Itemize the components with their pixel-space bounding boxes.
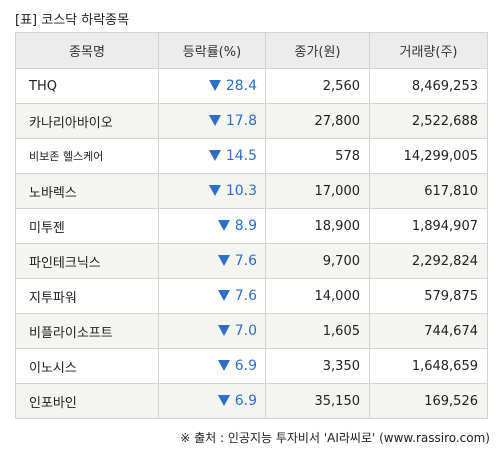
volume: 14,299,005 — [369, 138, 488, 174]
source-note: ※ 출처 : 인공지능 투자비서 'AI라씨로' (www.rassiro.co… — [180, 431, 490, 445]
volume: 1,894,907 — [369, 208, 488, 244]
volume: 8,469,253 — [369, 68, 488, 104]
down-triangle-icon — [217, 395, 230, 406]
change-rate-value: 28.4 — [225, 78, 257, 94]
table-row: THQ 28.4 2,560 8,469,253 — [15, 68, 488, 104]
down-triangle-icon — [208, 150, 221, 161]
table-row: 노바렉스 10.3 17,000 617,810 — [15, 173, 488, 209]
down-triangle-icon — [208, 185, 221, 196]
change-rate-value: 6.9 — [234, 358, 257, 374]
stock-name: 인포바인 — [15, 383, 159, 419]
header-stock-name: 종목명 — [15, 32, 159, 69]
change-rate-value: 7.0 — [234, 323, 257, 339]
down-triangle-icon — [217, 325, 230, 336]
table-title: [표] 코스닥 하락종목 — [15, 13, 130, 28]
change-rate: 14.5 — [158, 138, 266, 174]
change-rate: 7.0 — [158, 313, 266, 349]
change-rate-value: 14.5 — [225, 148, 257, 164]
table-row: 파인테크닉스 7.6 9,700 2,292,824 — [15, 243, 488, 279]
table-row: 이노시스 6.9 3,350 1,648,659 — [15, 348, 488, 384]
stock-name: 노바렉스 — [15, 173, 159, 209]
stock-name: THQ — [15, 68, 159, 104]
change-rate-value: 7.6 — [234, 253, 257, 269]
down-triangle-icon — [208, 115, 221, 126]
stock-name: 지투파워 — [15, 278, 159, 314]
volume: 617,810 — [369, 173, 488, 209]
table-row: 비보존 헬스케어 14.5 578 14,299,005 — [15, 138, 488, 174]
change-rate-value: 6.9 — [234, 393, 257, 409]
volume: 169,526 — [369, 383, 488, 419]
table-row: 비플라이소프트 7.0 1,605 744,674 — [15, 313, 488, 349]
table-row: 인포바인 6.9 35,150 169,526 — [15, 383, 488, 419]
stock-name: 파인테크닉스 — [15, 243, 159, 279]
close-price: 35,150 — [265, 383, 370, 419]
stock-name: 비플라이소프트 — [15, 313, 159, 349]
down-triangle-icon — [208, 80, 221, 91]
volume: 1,648,659 — [369, 348, 488, 384]
change-rate: 17.8 — [158, 103, 266, 139]
stock-name: 미투젠 — [15, 208, 159, 244]
table-row: 지투파워 7.6 14,000 579,875 — [15, 278, 488, 314]
header-volume: 거래량(주) — [369, 32, 488, 69]
change-rate-value: 8.9 — [234, 218, 257, 234]
header-row: 종목명 등락률(%) 종가(원) 거래량(주) — [15, 32, 488, 69]
change-rate: 7.6 — [158, 278, 266, 314]
volume: 2,522,688 — [369, 103, 488, 139]
close-price: 18,900 — [265, 208, 370, 244]
close-price: 27,800 — [265, 103, 370, 139]
down-triangle-icon — [217, 220, 230, 231]
change-rate: 7.6 — [158, 243, 266, 279]
close-price: 9,700 — [265, 243, 370, 279]
change-rate: 10.3 — [158, 173, 266, 209]
change-rate-value: 10.3 — [225, 183, 257, 199]
volume: 2,292,824 — [369, 243, 488, 279]
down-triangle-icon — [217, 290, 230, 301]
change-rate: 6.9 — [158, 383, 266, 419]
volume: 579,875 — [369, 278, 488, 314]
close-price: 14,000 — [265, 278, 370, 314]
close-price: 3,350 — [265, 348, 370, 384]
close-price: 17,000 — [265, 173, 370, 209]
header-change-rate: 등락률(%) — [158, 32, 266, 69]
change-rate: 28.4 — [158, 68, 266, 104]
falling-stocks-table: 종목명 등락률(%) 종가(원) 거래량(주) THQ 28.4 2,560 8… — [15, 32, 488, 419]
down-triangle-icon — [217, 360, 230, 371]
change-rate-value: 17.8 — [225, 113, 257, 129]
table-row: 카나리아바이오 17.8 27,800 2,522,688 — [15, 103, 488, 139]
down-triangle-icon — [217, 255, 230, 266]
header-close-price: 종가(원) — [265, 32, 370, 69]
change-rate-value: 7.6 — [234, 288, 257, 304]
volume: 744,674 — [369, 313, 488, 349]
change-rate: 8.9 — [158, 208, 266, 244]
stock-name: 이노시스 — [15, 348, 159, 384]
close-price: 578 — [265, 138, 370, 174]
close-price: 1,605 — [265, 313, 370, 349]
stock-name: 카나리아바이오 — [15, 103, 159, 139]
stock-name: 비보존 헬스케어 — [15, 138, 159, 174]
change-rate: 6.9 — [158, 348, 266, 384]
close-price: 2,560 — [265, 68, 370, 104]
table-row: 미투젠 8.9 18,900 1,894,907 — [15, 208, 488, 244]
